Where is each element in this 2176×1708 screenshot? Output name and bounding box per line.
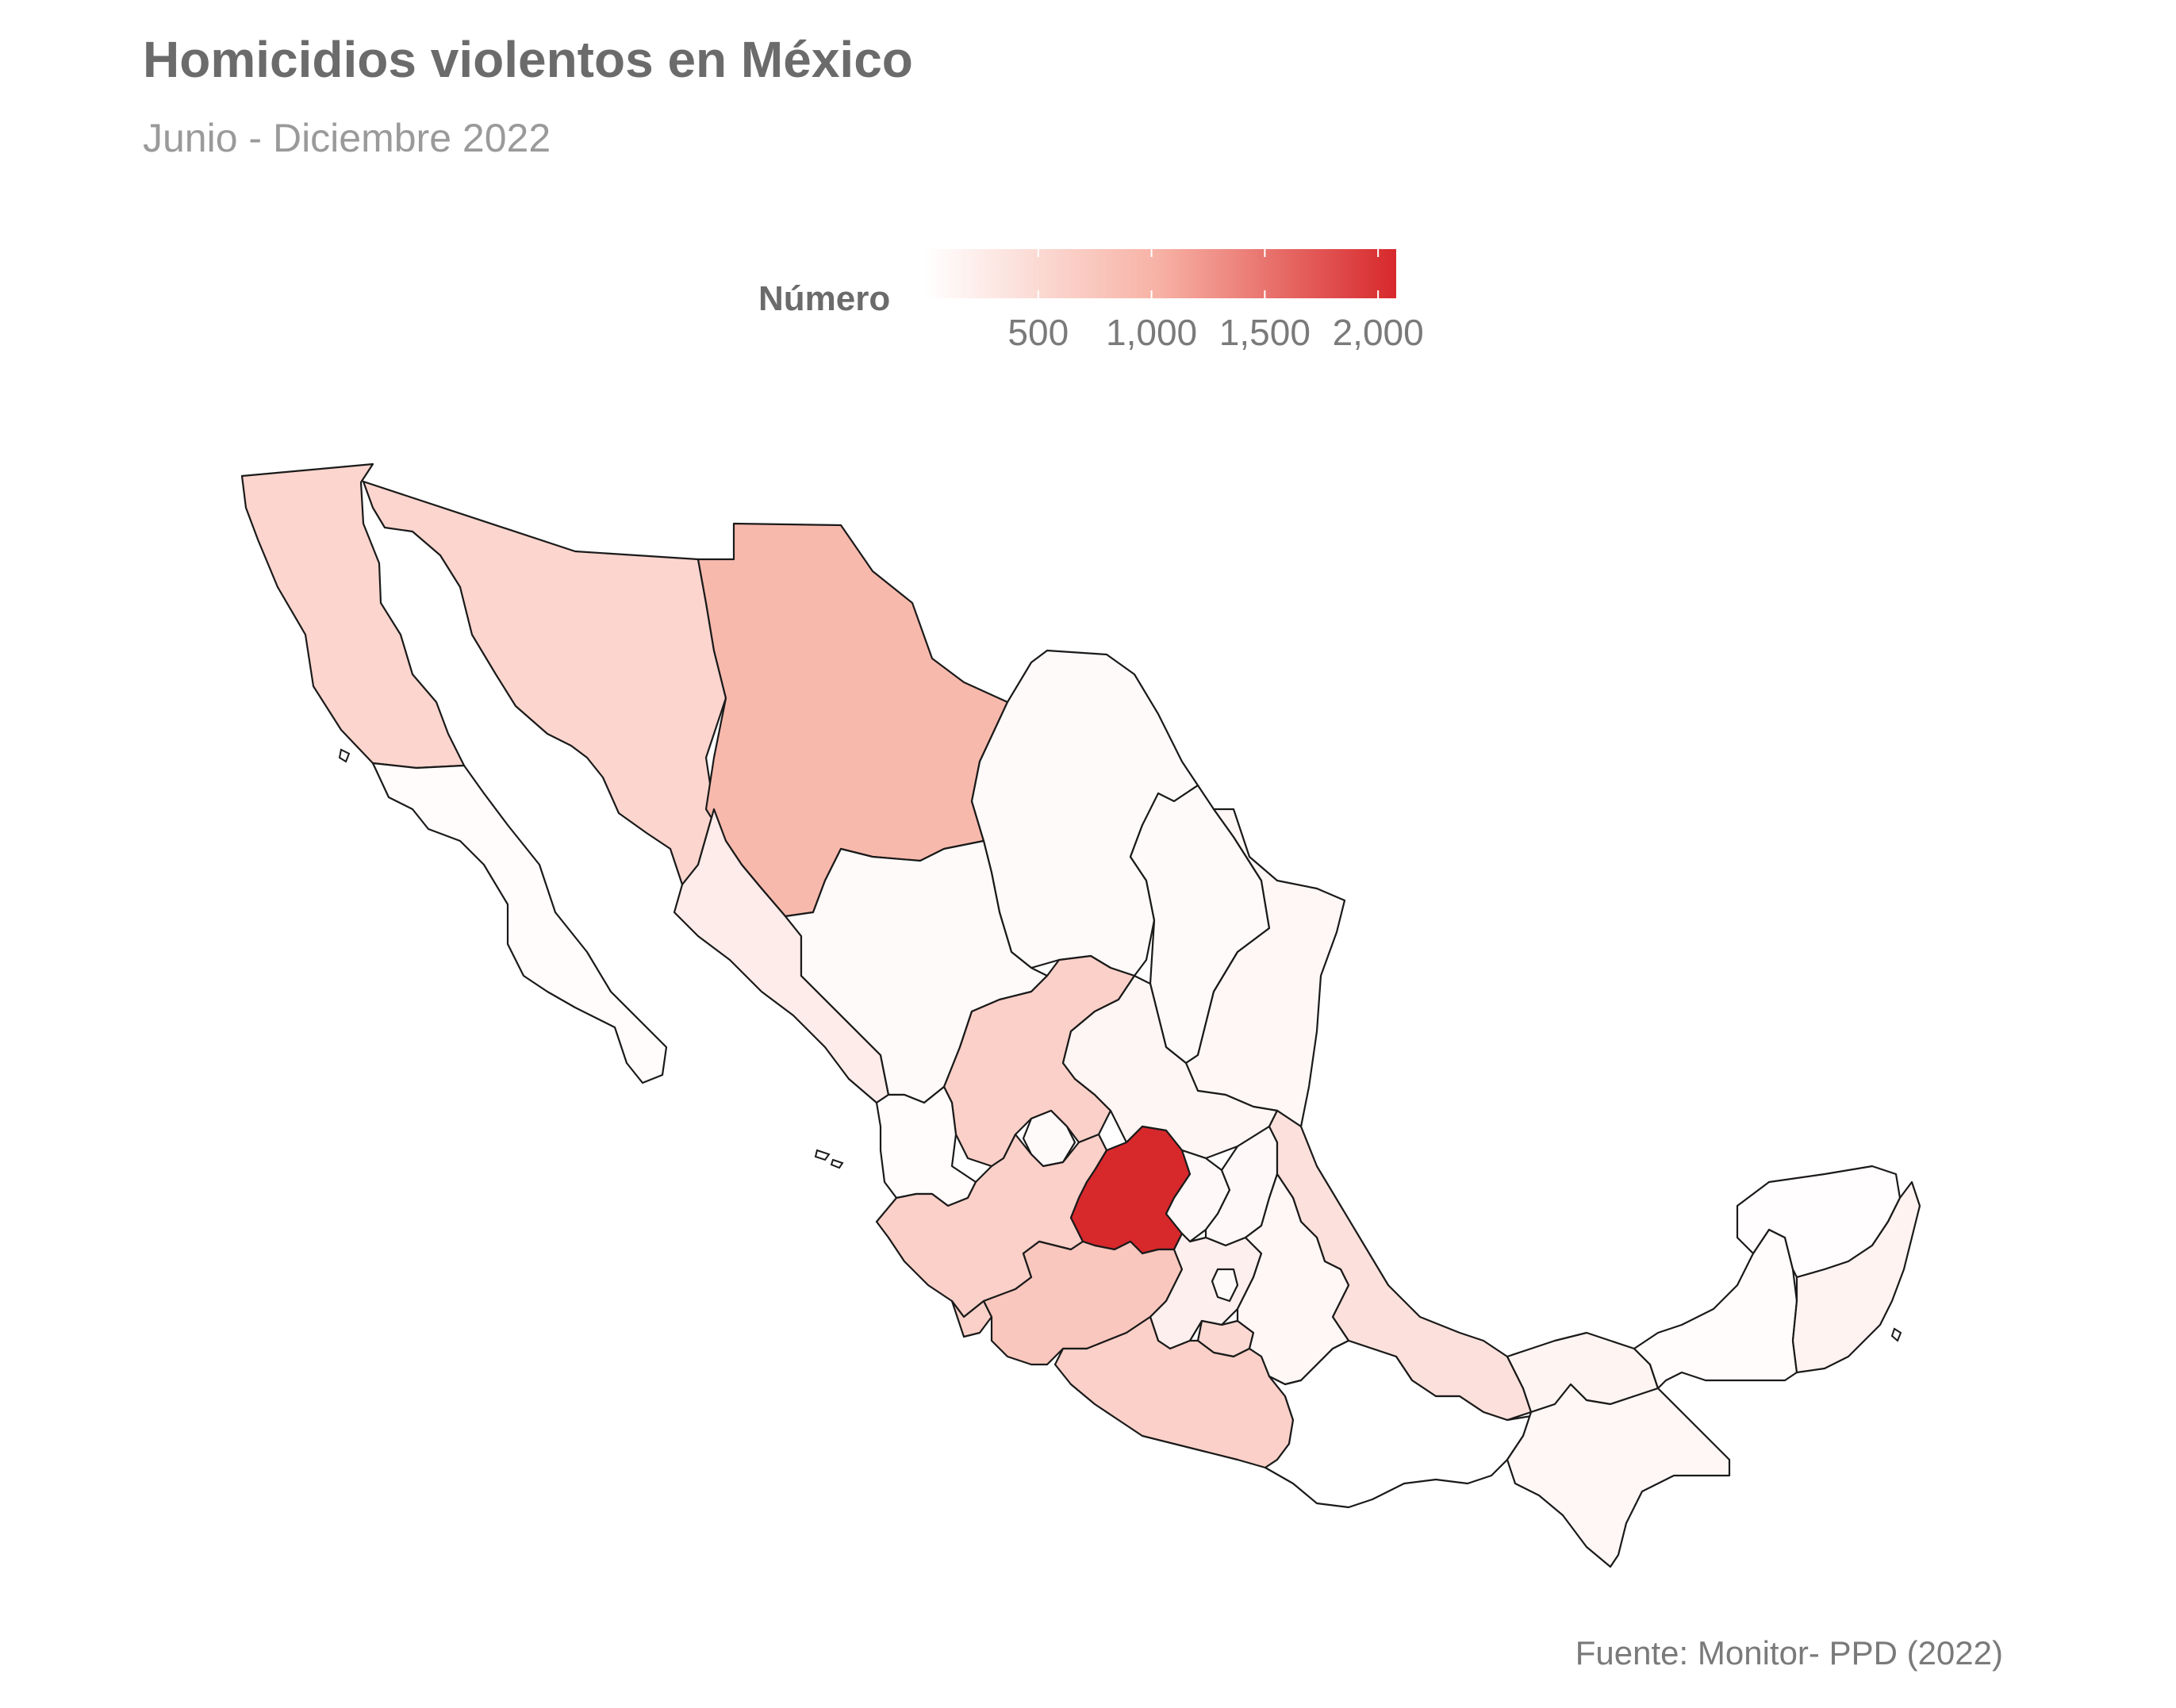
legend-tick-label: 1,500 <box>1218 312 1311 353</box>
source-note: Fuente: Monitor- PPD (2022) <box>1575 1634 2003 1672</box>
legend-tick-label: 2,000 <box>1332 312 1424 353</box>
states-layer: Baja California Baja California Sur Sono… <box>240 463 1921 1568</box>
state-campeche[interactable]: Campeche <box>1633 1228 1798 1390</box>
legend-title: Número <box>758 279 891 318</box>
state-chiapas[interactable]: Chiapas <box>1506 1383 1731 1568</box>
island <box>1890 1327 1902 1342</box>
state-quintana-roo[interactable]: Quintana Roo <box>1791 1180 1921 1374</box>
state-baja-california[interactable]: Baja California <box>240 463 466 770</box>
state-estado-de-mexico[interactable]: Estado de México <box>1149 1232 1263 1350</box>
legend-tick-label: 500 <box>1007 312 1069 353</box>
island <box>830 1158 844 1169</box>
state-baja-california-sur[interactable]: Baja California Sur <box>371 762 668 1084</box>
chart-title: Homicidios violentos en México <box>143 31 913 88</box>
state-ciudad-de-mexico[interactable]: Ciudad de México <box>1211 1268 1239 1303</box>
legend-color-bar <box>925 249 1396 298</box>
legend-tick-label: 1,000 <box>1106 312 1198 353</box>
chart-subtitle: Junio - Diciembre 2022 <box>143 116 551 160</box>
island <box>814 1149 831 1161</box>
legend-tick-marks <box>1037 249 1380 298</box>
island <box>338 748 351 763</box>
islands-layer <box>338 748 1902 1342</box>
